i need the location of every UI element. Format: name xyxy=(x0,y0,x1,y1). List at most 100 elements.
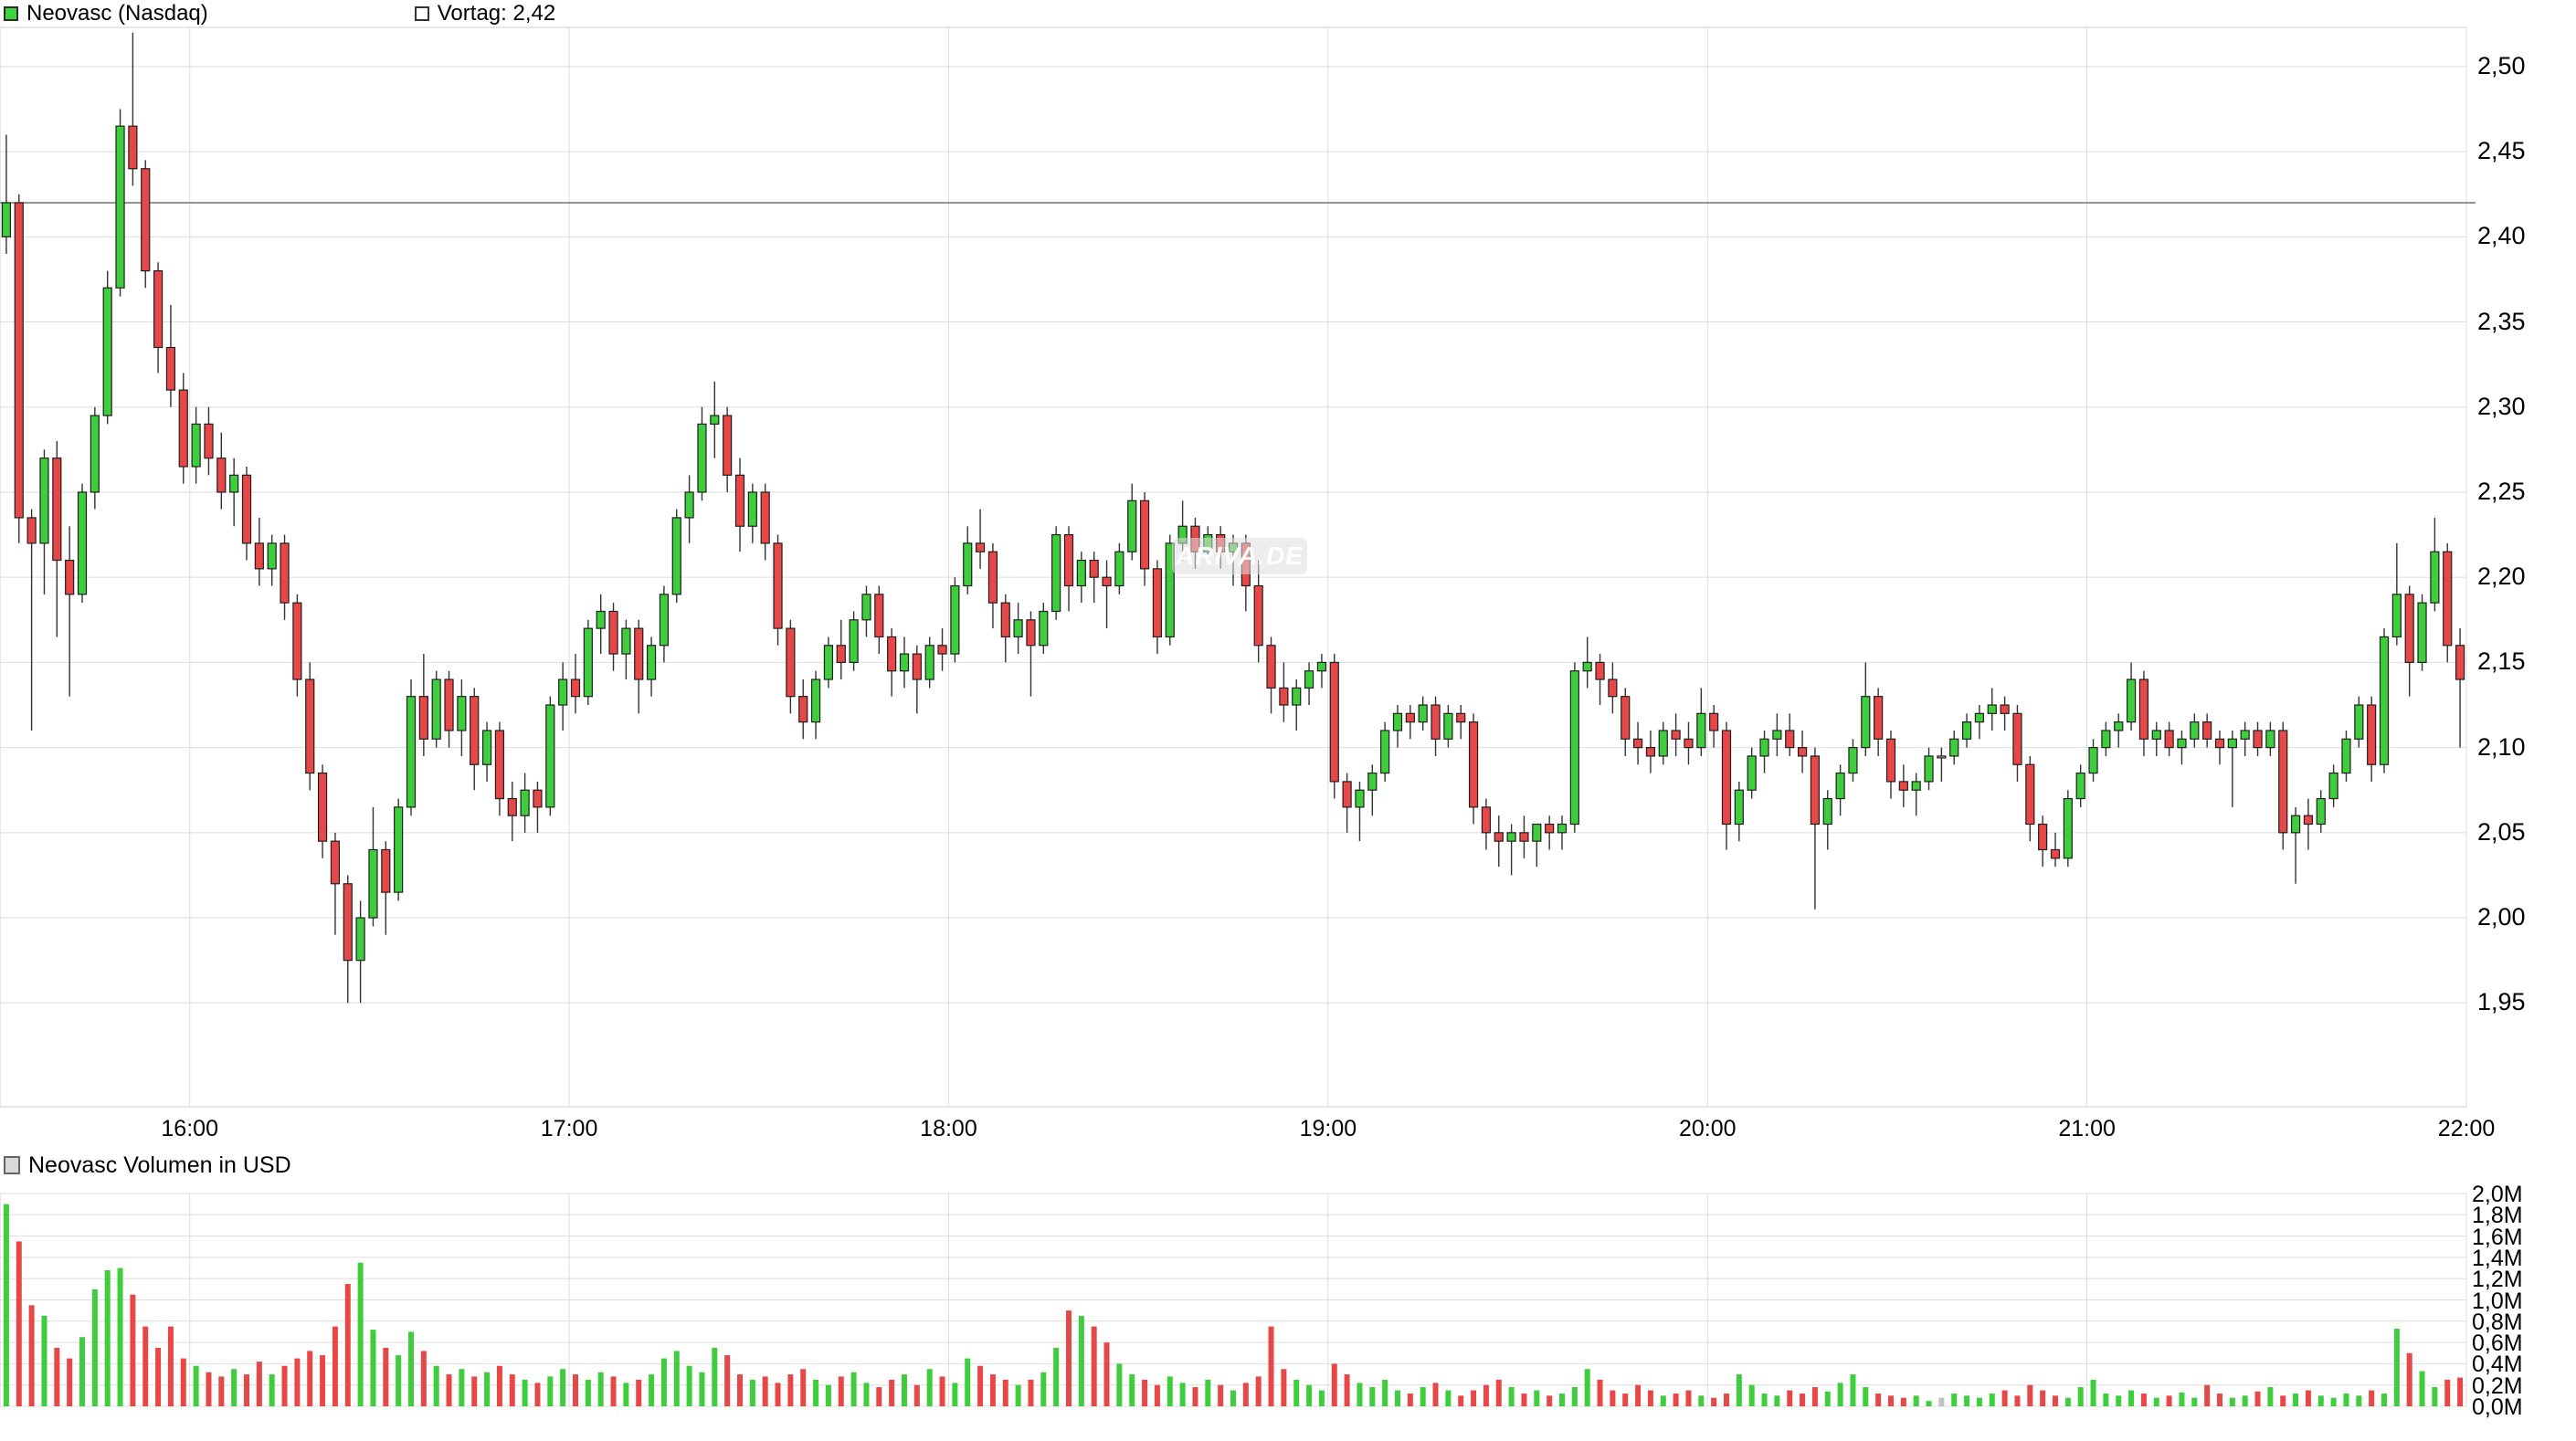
volume-bar xyxy=(775,1383,781,1406)
volume-bar xyxy=(585,1379,591,1406)
volume-bar xyxy=(1053,1347,1060,1406)
candle-body xyxy=(1051,533,1061,613)
candle-body xyxy=(2443,551,2453,647)
volume-bar xyxy=(749,1379,755,1406)
volume-bar xyxy=(787,1374,794,1406)
candle-body xyxy=(1253,584,1263,647)
volume-bar xyxy=(1811,1387,1818,1406)
candle-body xyxy=(431,678,441,740)
volume-bar xyxy=(989,1374,996,1406)
volume-bar xyxy=(1787,1390,1793,1406)
volume-bar xyxy=(1420,1387,1426,1406)
candle-body xyxy=(1684,738,1694,749)
volume-bar xyxy=(522,1379,528,1406)
volume-bar xyxy=(193,1365,199,1406)
volume-bar xyxy=(1395,1390,1400,1406)
candle-body xyxy=(1822,797,1832,826)
candle-body xyxy=(1494,832,1504,842)
candle-body xyxy=(2379,636,2390,765)
volume-tick-label: 1,0M xyxy=(2472,1288,2523,1314)
volume-bar xyxy=(1863,1387,1869,1406)
candle-body xyxy=(381,848,391,893)
volume-bar xyxy=(104,1269,111,1406)
candle-body xyxy=(141,168,151,272)
volume-bar xyxy=(1432,1383,1439,1406)
volume-chart-legend: Neovasc Volumen in USD xyxy=(4,1152,291,1178)
volume-bar xyxy=(2356,1395,2362,1406)
volume-bar xyxy=(67,1358,73,1406)
volume-bar xyxy=(2280,1395,2286,1406)
volume-bar xyxy=(1534,1390,1540,1406)
volume-bar xyxy=(370,1330,376,1406)
volume-bar xyxy=(1129,1374,1135,1406)
candle-body xyxy=(1039,610,1049,647)
candle-body xyxy=(1392,712,1403,731)
volume-bar xyxy=(143,1326,149,1406)
candle-body xyxy=(1367,772,1378,791)
candle-body xyxy=(1266,645,1276,689)
candle-body xyxy=(355,917,365,962)
volume-bar xyxy=(1989,1394,1995,1406)
candle-body xyxy=(1316,661,1327,672)
volume-bar xyxy=(2432,1387,2438,1406)
volume-bar xyxy=(307,1351,313,1406)
volume-bar xyxy=(1293,1379,1300,1406)
candle-body xyxy=(1645,747,1656,757)
candle-body xyxy=(2000,704,2010,714)
candle-body xyxy=(987,551,998,604)
volume-bar xyxy=(1508,1387,1515,1406)
candle-body xyxy=(570,678,581,698)
series-label: Neovasc (Nasdaq) xyxy=(26,1,208,26)
time-tick-label: 21:00 xyxy=(2058,1116,2116,1141)
price-tick-label: 2,00 xyxy=(2477,903,2526,931)
candle-body xyxy=(2253,730,2263,749)
candle-body xyxy=(899,653,910,672)
volume-bar xyxy=(610,1376,617,1406)
candle-body xyxy=(102,287,112,416)
volume-bar xyxy=(2116,1395,2122,1406)
candle-body xyxy=(710,415,720,425)
volume-bar xyxy=(180,1358,186,1406)
candle-body xyxy=(823,645,834,680)
candle-body xyxy=(1734,789,1744,826)
candle-body xyxy=(1961,721,1972,740)
candle-body xyxy=(975,542,986,552)
volume-bar xyxy=(1142,1379,1148,1406)
volume-bar xyxy=(2153,1397,2159,1406)
candle-body xyxy=(2417,602,2427,664)
volume-bar xyxy=(1167,1376,1173,1406)
candle-body xyxy=(1063,533,1074,587)
volume-bar xyxy=(534,1383,541,1406)
volume-bar xyxy=(2204,1384,2211,1406)
volume-bar xyxy=(167,1326,174,1406)
volume-bar xyxy=(2001,1390,2008,1406)
candle-body xyxy=(1342,781,1352,808)
candle-body xyxy=(810,678,821,723)
volume-bar xyxy=(1976,1397,1982,1406)
volume-bar xyxy=(2166,1395,2172,1406)
volume-bar xyxy=(573,1374,578,1406)
volume-bar xyxy=(1951,1394,1958,1406)
volume-bar xyxy=(1306,1384,1313,1406)
volume-bar xyxy=(2254,1391,2261,1406)
candle-body xyxy=(2088,747,2098,774)
candle-body xyxy=(330,840,341,885)
candle-body xyxy=(950,584,960,655)
price-tick-label: 2,15 xyxy=(2477,647,2526,676)
volume-bar xyxy=(1154,1384,1160,1406)
volume-bar xyxy=(2179,1392,2185,1406)
volume-bar xyxy=(952,1383,958,1406)
volume-bar xyxy=(332,1326,338,1406)
volume-bar xyxy=(2191,1397,2198,1406)
candle-body xyxy=(1709,712,1719,731)
volume-bar xyxy=(446,1374,452,1406)
candle-body xyxy=(1557,823,1568,834)
price-chart-legend: Neovasc (Nasdaq) Vortag: 2,42 xyxy=(4,1,555,26)
candle-body xyxy=(1329,661,1339,783)
volume-tick-label: 1,8M xyxy=(2472,1203,2523,1229)
candle-body xyxy=(2391,594,2402,638)
volume-bar xyxy=(2369,1390,2375,1406)
candle-body xyxy=(128,125,138,170)
candle-body xyxy=(1785,730,1795,749)
candle-body xyxy=(1114,551,1124,587)
